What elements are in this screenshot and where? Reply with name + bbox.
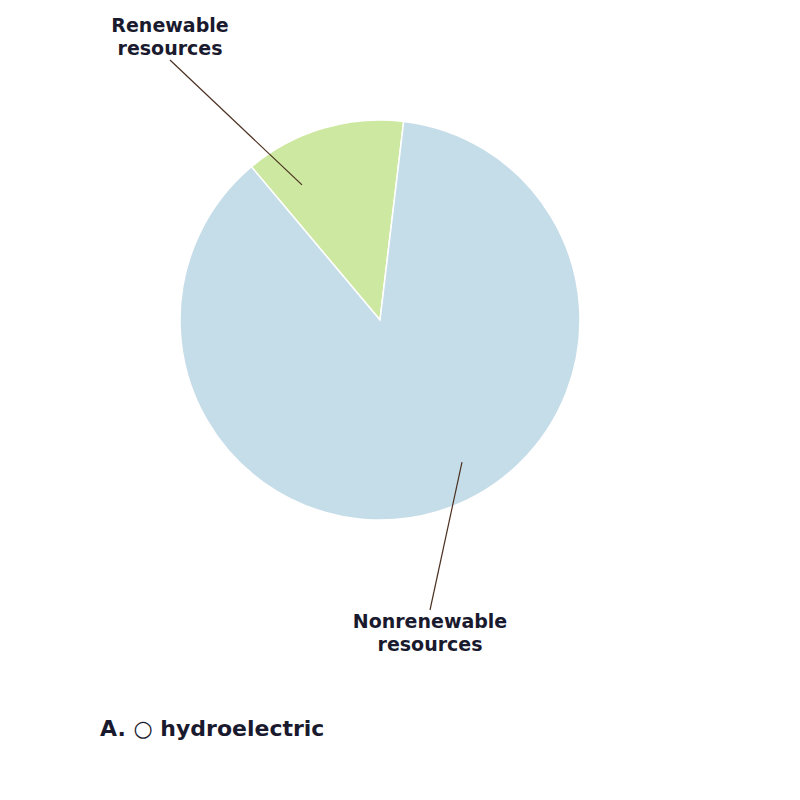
slice-label: Nonrenewableresources <box>353 610 508 655</box>
label-line: resources <box>378 633 483 655</box>
chart: RenewableresourcesNonrenewableresourcesA… <box>0 0 800 800</box>
leader-line <box>170 60 302 185</box>
label-line: Nonrenewable <box>353 610 508 632</box>
pie-slice <box>180 121 580 520</box>
pie: RenewableresourcesNonrenewableresources <box>111 14 580 655</box>
slice-label: Renewableresources <box>111 14 228 59</box>
label-line: resources <box>118 37 223 59</box>
annotation: A. ○ hydroelectric <box>100 716 324 741</box>
label-line: Renewable <box>111 14 228 36</box>
leader-line <box>430 462 462 610</box>
